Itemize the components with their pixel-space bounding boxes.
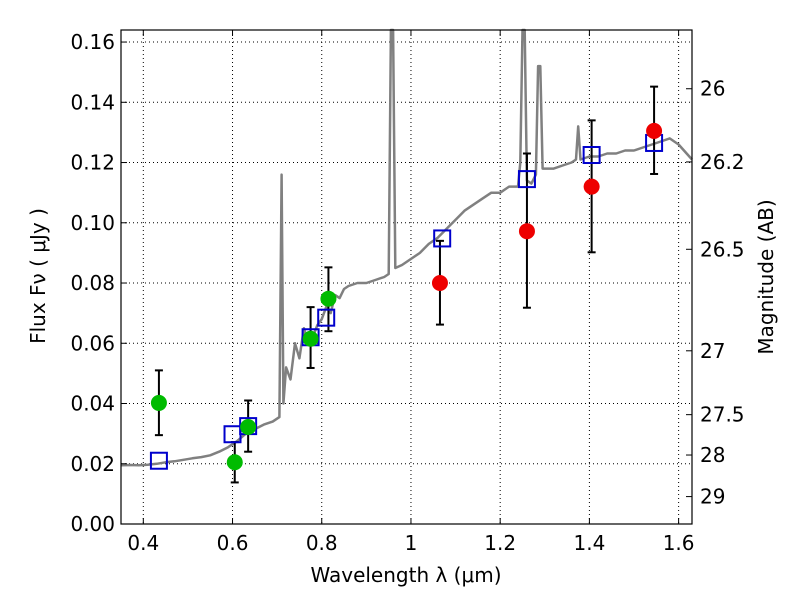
x-tick-label: 0.8 bbox=[306, 531, 338, 555]
y-tick-label: 0.02 bbox=[70, 452, 115, 476]
x-tick-label: 1 bbox=[405, 531, 418, 555]
tick-labels: 0.4 0.6 0.8 1 1.2 1.4 1.6 0.00 0.02 0.04 0.06 0.08 0… bbox=[70, 30, 744, 555]
model-square-marker bbox=[317, 308, 336, 327]
grid-lines bbox=[121, 30, 692, 525]
y-tick-label: 0.12 bbox=[70, 151, 115, 175]
observed-point-marker bbox=[646, 122, 663, 139]
model-square-marker bbox=[433, 229, 452, 248]
model-square-marker bbox=[149, 451, 168, 470]
observed-point-marker bbox=[240, 419, 257, 436]
x-tick-label: 1.4 bbox=[573, 531, 605, 555]
x-tick-label: 1.6 bbox=[663, 531, 695, 555]
y-tick-label: 0.04 bbox=[70, 392, 115, 416]
y2-tick-label: 27.5 bbox=[700, 403, 745, 427]
y2-tick-label: 29 bbox=[700, 485, 725, 509]
model-square-marker bbox=[582, 146, 601, 165]
y-tick-label: 0.08 bbox=[70, 271, 115, 295]
y-tick-label: 0.14 bbox=[70, 90, 115, 114]
spectrum-line bbox=[120, 28, 693, 467]
y2-tick-label: 26.2 bbox=[700, 150, 745, 174]
observed-point-marker bbox=[226, 454, 243, 471]
data-markers bbox=[149, 122, 664, 471]
y2-tick-label: 26 bbox=[700, 77, 725, 101]
x-tick-label: 0.4 bbox=[127, 531, 159, 555]
y2-tick-label: 26.5 bbox=[700, 237, 745, 261]
observed-point-marker bbox=[583, 178, 600, 195]
y2-tick-label: 28 bbox=[700, 443, 725, 467]
y2-tick-label: 27 bbox=[700, 339, 725, 363]
observed-point-marker bbox=[431, 275, 448, 292]
y-tick-label: 0.00 bbox=[70, 512, 115, 536]
y-axis-label: Flux Fν ( μJy ) bbox=[26, 208, 50, 344]
observed-point-marker bbox=[320, 290, 337, 307]
observed-point-marker bbox=[302, 330, 319, 347]
plot-frame bbox=[120, 29, 693, 525]
model-square-marker bbox=[517, 170, 536, 189]
x-tick-label: 1.2 bbox=[484, 531, 516, 555]
error-bars bbox=[154, 85, 659, 484]
y-tick-label: 0.10 bbox=[70, 211, 115, 235]
y2-axis-label: Magnitude (AB) bbox=[754, 199, 778, 354]
spectrum-layer bbox=[120, 28, 693, 467]
x-axis-label: Wavelength λ (μm) bbox=[310, 563, 501, 587]
y-tick-label: 0.16 bbox=[70, 30, 115, 54]
axis-ticks bbox=[121, 30, 692, 525]
y-tick-label: 0.06 bbox=[70, 331, 115, 355]
observed-point-marker bbox=[518, 223, 535, 240]
observed-point-marker bbox=[150, 394, 167, 411]
x-tick-label: 0.6 bbox=[217, 531, 249, 555]
